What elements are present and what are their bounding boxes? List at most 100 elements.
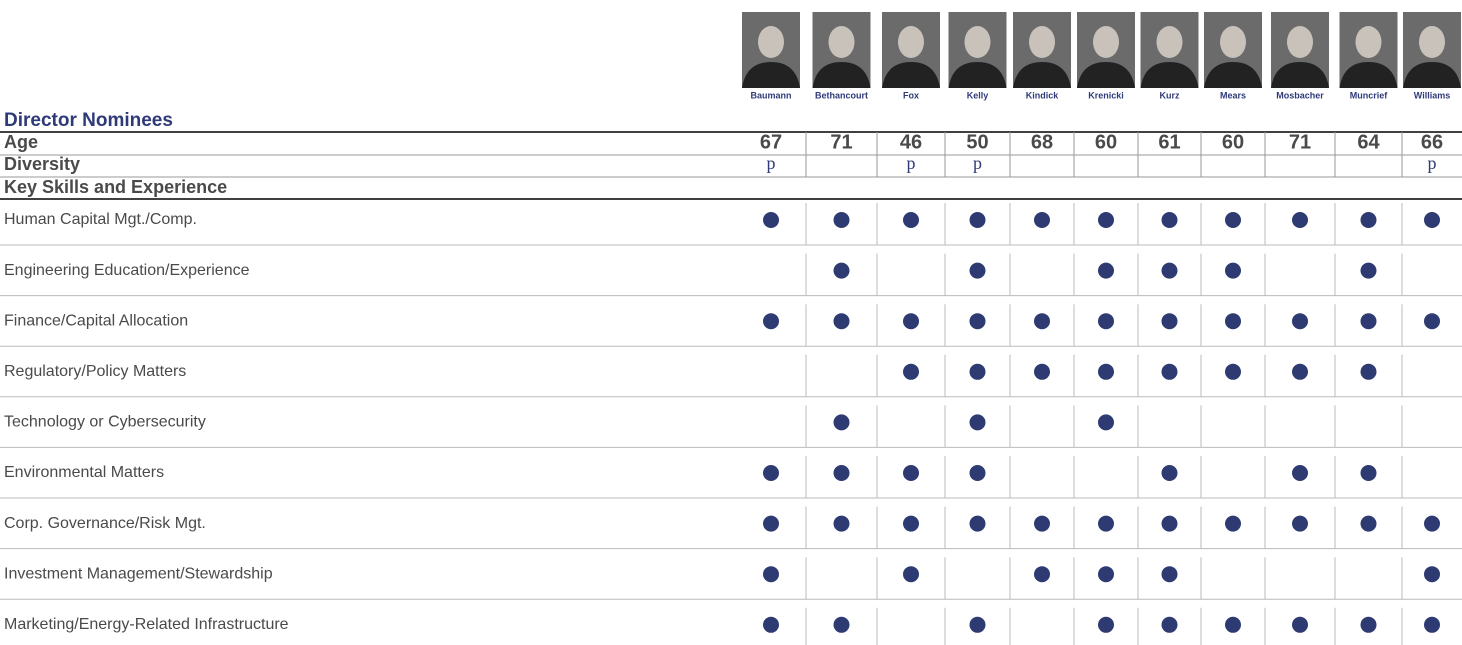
photo-body <box>812 62 871 88</box>
skill-dot <box>1292 363 1308 380</box>
skill-dot <box>903 313 919 330</box>
skill-dot <box>1161 363 1178 380</box>
skill-dot <box>903 212 919 228</box>
cell: 71 <box>1289 131 1311 153</box>
skill-dot <box>1098 262 1114 279</box>
director-name: Baumann <box>750 90 791 100</box>
skill-dot <box>1292 465 1308 481</box>
skill-dot <box>833 212 850 228</box>
photo-head <box>828 26 855 58</box>
section-heading: Key Skills and Experience <box>4 177 227 197</box>
director-name: Kelly <box>967 90 989 100</box>
skill-dot <box>903 515 919 532</box>
skill-dot <box>833 616 850 633</box>
cell: 67 <box>760 131 782 153</box>
photo-body <box>1339 62 1398 88</box>
cell: p <box>767 153 776 173</box>
skill-dot <box>1225 363 1241 380</box>
director-name: Kurz <box>1160 90 1180 100</box>
photo-head <box>1287 26 1313 58</box>
skill-dot <box>763 515 779 532</box>
skill-dot <box>833 414 850 431</box>
skill-dot <box>1225 515 1241 532</box>
skill-dot <box>833 465 850 481</box>
director-name: Mosbacher <box>1276 90 1324 100</box>
skill-dot <box>1161 616 1178 633</box>
photo-body <box>742 62 800 88</box>
photo-body <box>1271 62 1329 88</box>
skill-dot <box>1424 566 1440 583</box>
title: Director Nominees <box>4 110 173 131</box>
skill-dot <box>1098 515 1114 532</box>
skill-dot <box>1034 363 1050 380</box>
director-name: Kindick <box>1026 90 1060 100</box>
skill-dot <box>1360 616 1377 633</box>
cell: 64 <box>1357 131 1380 153</box>
skill-dot <box>1161 515 1178 532</box>
skill-dot <box>1292 515 1308 532</box>
skill-dot <box>1360 465 1377 481</box>
photo-head <box>758 26 784 58</box>
row-label: Age <box>4 132 38 152</box>
photo-body <box>1204 62 1262 88</box>
skill-dot <box>1424 616 1440 633</box>
skill-label: Finance/Capital Allocation <box>4 312 188 329</box>
skill-dot <box>1225 313 1241 330</box>
skill-dot <box>1292 313 1308 330</box>
photo-head <box>1029 26 1055 58</box>
cell: 71 <box>830 131 852 153</box>
photo-body <box>1077 62 1135 88</box>
skill-label: Marketing/Energy-Related Infrastructure <box>4 616 289 633</box>
skill-dot <box>1424 313 1440 330</box>
skill-label: Regulatory/Policy Matters <box>4 363 186 380</box>
skill-dot <box>763 566 779 583</box>
skill-dot <box>1098 414 1114 431</box>
skill-dot <box>763 616 779 633</box>
photo-body <box>1140 62 1199 88</box>
skill-dot <box>969 262 986 279</box>
photo-body <box>882 62 940 88</box>
skill-dot <box>1098 212 1114 228</box>
skill-label: Environmental Matters <box>4 464 164 481</box>
skill-dot <box>763 465 779 481</box>
cell: 46 <box>900 131 922 153</box>
skill-dot <box>1292 212 1308 228</box>
photo-body <box>1403 62 1461 88</box>
skill-dot <box>903 566 919 583</box>
skill-dot <box>1034 566 1050 583</box>
skill-dot <box>1161 566 1178 583</box>
skill-dot <box>969 515 986 532</box>
photo-head <box>1156 26 1183 58</box>
skill-dot <box>1424 212 1440 228</box>
photo-head <box>964 26 991 58</box>
skill-dot <box>1225 616 1241 633</box>
director-name: Mears <box>1220 90 1246 100</box>
skill-dot <box>969 212 986 228</box>
skill-dot <box>1161 465 1178 481</box>
skill-dot <box>1225 212 1241 228</box>
skill-dot <box>1161 262 1178 279</box>
skill-dot <box>1098 616 1114 633</box>
skill-label: Engineering Education/Experience <box>4 262 250 279</box>
director-name: Fox <box>903 90 919 100</box>
skill-dot <box>1360 313 1377 330</box>
skill-dot <box>1360 212 1377 228</box>
cell: 50 <box>966 131 988 153</box>
skill-dot <box>763 313 779 330</box>
row-label: Diversity <box>4 154 80 174</box>
skill-dot <box>1360 262 1377 279</box>
skill-dot <box>1034 212 1050 228</box>
skill-dot <box>969 313 986 330</box>
skill-label: Technology or Cybersecurity <box>4 414 206 431</box>
photo-head <box>1355 26 1382 58</box>
director-name: Bethancourt <box>815 90 868 100</box>
skill-label: Investment Management/Stewardship <box>4 565 273 582</box>
skill-label: Corp. Governance/Risk Mgt. <box>4 515 206 532</box>
skill-dot <box>1161 212 1178 228</box>
cell: p <box>973 153 982 173</box>
skill-dot <box>1034 313 1050 330</box>
skill-dot <box>969 465 986 481</box>
skill-dot <box>1360 363 1377 380</box>
skill-dot <box>1034 515 1050 532</box>
